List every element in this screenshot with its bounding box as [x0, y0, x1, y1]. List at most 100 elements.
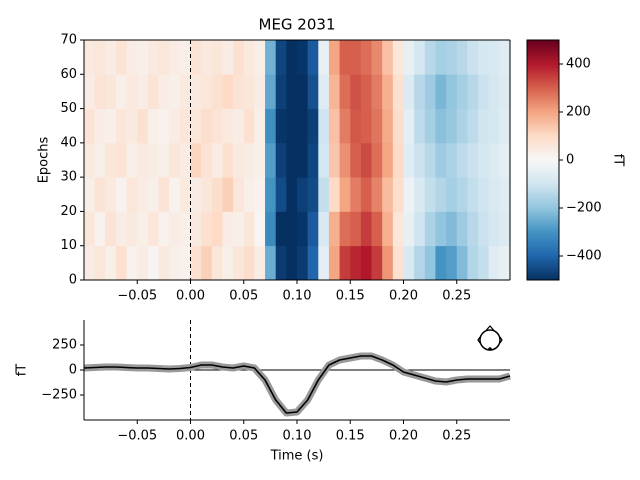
heatmap-cell	[382, 211, 394, 247]
heatmap-cell	[371, 108, 383, 144]
x-tick-label: 0.10	[283, 429, 312, 444]
heatmap-cell	[137, 211, 149, 247]
heatmap-cell	[137, 40, 149, 75]
colorbar-tick-label: −200	[566, 201, 602, 216]
heatmap-cell	[382, 108, 394, 144]
heatmap-cell	[488, 245, 500, 281]
heatmap-cell	[382, 142, 394, 178]
heatmap-cell	[392, 40, 404, 75]
heatmap-cell	[190, 245, 202, 281]
heatmap-cell	[360, 245, 372, 281]
heatmap-cell	[446, 245, 458, 281]
heatmap-cell	[84, 211, 96, 247]
heatmap-cell	[446, 40, 458, 75]
heatmap-cell	[328, 142, 340, 178]
chart-title: MEG 2031	[259, 16, 336, 34]
heatmap-cell	[297, 74, 309, 109]
heatmap-cell	[307, 245, 319, 281]
heatmap-cell	[233, 177, 245, 212]
heatmap-cell	[211, 245, 223, 281]
heatmap-cell	[147, 177, 159, 212]
heatmap-cell	[307, 211, 319, 247]
heatmap-cell	[137, 142, 149, 178]
heatmap-cell	[275, 108, 287, 144]
heatmap-cell	[179, 74, 191, 109]
heatmap-cell	[222, 40, 234, 75]
heatmap-cell	[222, 108, 234, 144]
heatmap-cell	[94, 40, 106, 75]
heatmap-cell	[190, 177, 202, 212]
heatmap-cell	[222, 177, 234, 212]
heatmap-cell	[158, 40, 170, 75]
heatmap-cell	[137, 177, 149, 212]
heatmap-cell	[467, 211, 479, 247]
heatmap-cell	[414, 245, 426, 281]
heatmap-cell	[179, 245, 191, 281]
heatmap-cell	[371, 177, 383, 212]
heatmap-cell	[265, 245, 277, 281]
heatmap-cell	[147, 142, 159, 178]
heatmap-cell	[403, 108, 415, 144]
x-tick-label: 0.00	[176, 429, 205, 444]
heatmap-cell	[233, 40, 245, 75]
heatmap-cell	[233, 142, 245, 178]
x-axis-label: Time (s)	[270, 449, 324, 464]
heatmap-cell	[424, 108, 436, 144]
x-tick-label: 0.05	[229, 289, 258, 304]
heatmap-cell	[105, 211, 117, 247]
heatmap-cell	[179, 177, 191, 212]
x-tick-label: 0.25	[442, 429, 471, 444]
heatmap-cell	[169, 74, 181, 109]
heatmap-cell	[478, 108, 490, 144]
heatmap-cell	[190, 108, 202, 144]
heatmap-cell	[105, 177, 117, 212]
heatmap-cell	[297, 245, 309, 281]
x-tick-label: 0.20	[389, 289, 418, 304]
heatmap-cell	[371, 40, 383, 75]
heatmap-cell	[243, 74, 255, 109]
heatmap-cell	[403, 177, 415, 212]
heatmap-cell	[105, 245, 117, 281]
heatmap-cell	[456, 177, 468, 212]
heatmap-cell	[446, 211, 458, 247]
heatmap-cell	[360, 108, 372, 144]
heatmap-cell	[435, 74, 447, 109]
heatmap-cell	[307, 177, 319, 212]
heatmap-cell	[392, 177, 404, 212]
heatmap-cell	[233, 245, 245, 281]
heatmap-cell	[94, 108, 106, 144]
heatmap-cell	[360, 74, 372, 109]
heatmap-cell	[286, 211, 298, 247]
y-tick-label: 70	[60, 33, 77, 48]
heatmap-cell	[456, 211, 468, 247]
heatmap-cell	[126, 211, 138, 247]
heatmap-cell	[350, 245, 362, 281]
heatmap-cell	[382, 245, 394, 281]
y-tick-label: 30	[60, 170, 77, 185]
heatmap-cell	[467, 245, 479, 281]
heatmap-cell	[456, 142, 468, 178]
heatmap-cell	[286, 142, 298, 178]
heatmap-cell	[488, 108, 500, 144]
heatmap-cell	[467, 142, 479, 178]
heatmap-cell	[254, 245, 266, 281]
heatmap-cell	[488, 74, 500, 109]
heatmap-cell	[243, 108, 255, 144]
heatmap-cell	[115, 142, 127, 178]
heatmap-cell	[371, 74, 383, 109]
heatmap-cell	[158, 211, 170, 247]
heatmap-cell	[169, 245, 181, 281]
heatmap-cell	[254, 177, 266, 212]
heatmap-cell	[414, 40, 426, 75]
heatmap-cell	[84, 245, 96, 281]
heatmap-cell	[307, 142, 319, 178]
heatmap-cell	[499, 74, 511, 109]
heatmap-cell	[265, 177, 277, 212]
heatmap-cell	[446, 74, 458, 109]
heatmap-cell	[392, 74, 404, 109]
y-tick-label: 10	[60, 238, 77, 253]
heatmap-cell	[265, 74, 277, 109]
heatmap-cell	[435, 40, 447, 75]
heatmap-cell	[488, 142, 500, 178]
